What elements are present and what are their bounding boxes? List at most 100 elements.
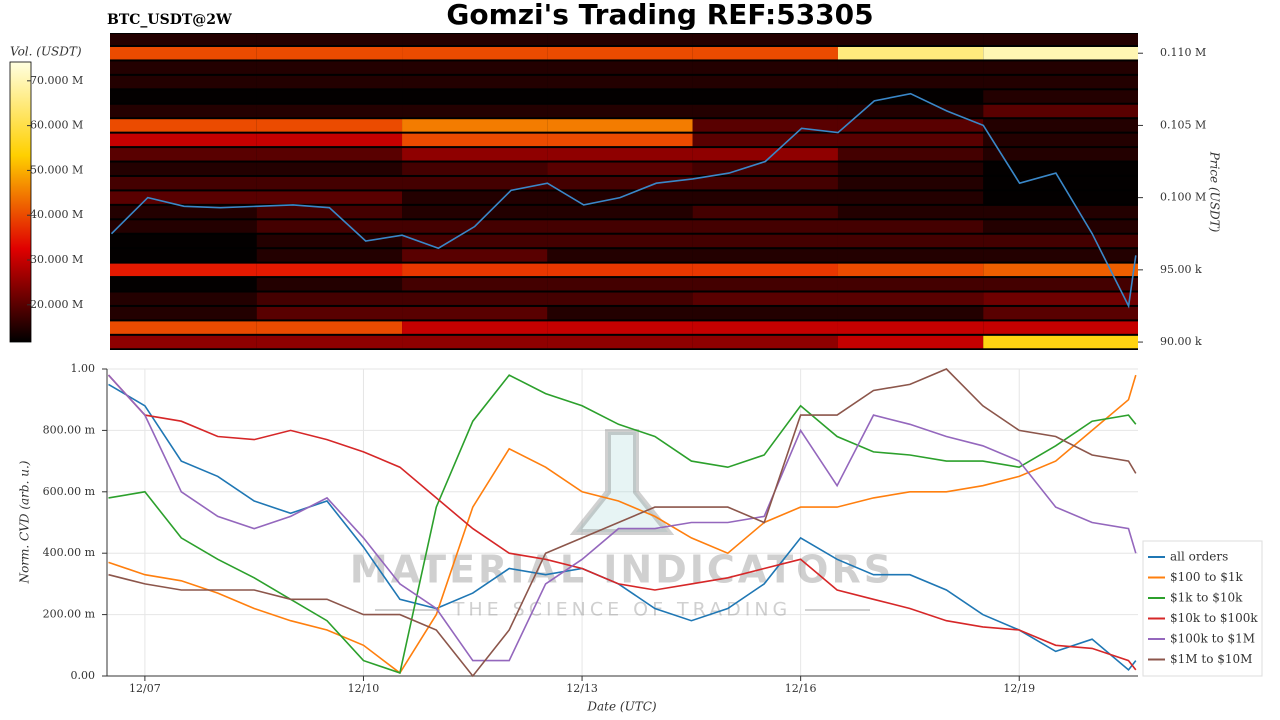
heatmap-cell <box>692 234 838 248</box>
heatmap-cell <box>110 34 257 45</box>
heatmap-cell <box>547 234 693 248</box>
heatmap-cell <box>837 220 984 233</box>
series-line <box>108 383 1137 672</box>
heatmap-cell <box>256 34 403 45</box>
heatmap-cell <box>547 162 693 175</box>
heatmap-cell <box>110 263 257 277</box>
heatmap-cell <box>837 119 984 132</box>
heatmap-cell <box>837 176 984 190</box>
heatmap-cell <box>983 119 1138 132</box>
heatmap-cell <box>692 191 838 204</box>
heatmap-cell <box>110 133 257 147</box>
y-tick-label: 600.00 m <box>43 485 96 498</box>
heatmap-cell <box>692 148 838 161</box>
heatmap-cell <box>837 205 984 219</box>
watermark-flask <box>569 429 675 535</box>
heatmap-cell <box>402 306 548 320</box>
heatmap-cell <box>547 335 693 349</box>
heatmap-cell <box>837 162 984 175</box>
heatmap-cell <box>110 191 257 204</box>
heatmap-cell <box>256 133 403 147</box>
heatmap-cell <box>983 278 1138 291</box>
colorbar <box>9 61 32 343</box>
heatmap-cell <box>547 148 693 161</box>
heatmap-cell <box>256 249 403 262</box>
heatmap-cell <box>256 306 403 320</box>
heatmap-cell <box>402 176 548 190</box>
heatmap-cell <box>983 249 1138 262</box>
heatmap-cell <box>110 162 257 175</box>
heatmap-cell <box>983 292 1138 305</box>
heatmap-cell <box>110 148 257 161</box>
heatmap-cell <box>547 119 693 132</box>
heatmap-cell <box>256 321 403 334</box>
heatmap-cell <box>983 46 1138 60</box>
heatmap-cell <box>256 148 403 161</box>
x-tick-label: 12/16 <box>785 682 817 695</box>
heatmap-cell <box>110 205 257 219</box>
y-tick-label: 95.00 k <box>1160 263 1202 276</box>
heatmap-cell <box>402 335 548 349</box>
x-tick-label: 12/19 <box>1003 682 1035 695</box>
heatmap-cell <box>837 263 984 277</box>
y-tick-label: 0.100 M <box>1160 191 1206 204</box>
heatmap-cell <box>692 306 838 320</box>
y-axis-label: Price (USDT) <box>1208 151 1222 233</box>
heatmap-cell <box>837 133 984 147</box>
series-line <box>107 374 1137 662</box>
heatmap-cell <box>547 321 693 334</box>
heatmap-cell <box>110 335 257 349</box>
y-tick-label: 400.00 m <box>43 546 96 559</box>
heatmap-cell <box>110 321 257 334</box>
heatmap-cell <box>837 321 984 334</box>
heatmap-cell <box>547 220 693 233</box>
y-tick-label: 90.00 k <box>1160 335 1202 348</box>
heatmap-cell <box>547 46 693 60</box>
heatmap-cell <box>692 263 838 277</box>
heatmap-cell <box>692 162 838 175</box>
heatmap-cell <box>402 148 548 161</box>
chart-title: BTC_USDT@2W <box>107 12 232 28</box>
heatmap-cell <box>547 278 693 291</box>
heatmap-cell <box>402 61 548 74</box>
legend-label: $100k to $1M <box>1170 632 1255 646</box>
heatmap-cell <box>692 205 838 219</box>
colorbar-tick-label: 50.000 M <box>30 163 83 176</box>
heatmap-cell <box>256 61 403 74</box>
heatmap-cell <box>692 104 838 118</box>
heatmap-cell <box>837 234 984 248</box>
legend-label: all orders <box>1170 550 1228 564</box>
x-axis-label: Date (UTC) <box>586 700 656 714</box>
y-tick-label: 200.00 m <box>43 608 96 621</box>
heatmap-cell <box>837 46 984 60</box>
colorbar-label: Vol. (USDT) <box>10 45 82 59</box>
heatmap-cell <box>402 104 548 118</box>
heatmap-cell <box>110 292 257 305</box>
heatmap-cell <box>983 321 1138 334</box>
colorbar-tick-label: 20.000 M <box>30 298 83 311</box>
heatmap-cell <box>983 133 1138 147</box>
heatmap-cell <box>692 90 838 103</box>
heatmap-cell <box>837 90 984 103</box>
heatmap-cell <box>256 104 403 118</box>
heatmap-cell <box>110 119 257 132</box>
heatmap-cell <box>402 34 548 45</box>
legend-box <box>1142 540 1263 677</box>
heatmap-cell <box>983 61 1138 74</box>
series-line <box>108 374 1137 674</box>
heatmap-cell <box>692 321 838 334</box>
heatmap-cell <box>837 34 984 45</box>
heatmap-cell <box>256 162 403 175</box>
heatmap-cell <box>110 176 257 190</box>
heatmap-cell <box>402 278 548 291</box>
heatmap-cell <box>547 75 693 89</box>
y-tick-label: 0.105 M <box>1160 118 1206 131</box>
heatmap-cell <box>256 220 403 233</box>
heatmap-cell <box>256 234 403 248</box>
heatmap-cell <box>402 292 548 305</box>
heatmap-cell <box>402 90 548 103</box>
heatmap-cell <box>983 75 1138 89</box>
heatmap-cell <box>983 263 1138 277</box>
heatmap-cell <box>837 292 984 305</box>
heatmap-cell <box>547 306 693 320</box>
